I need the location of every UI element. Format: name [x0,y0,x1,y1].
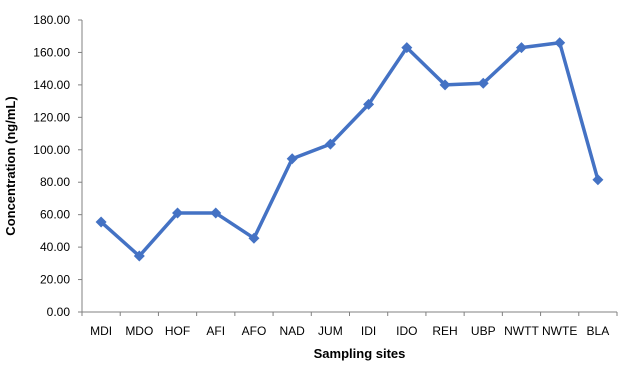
y-tick-label: 20.00 [40,273,70,287]
data-point-marker [324,138,336,150]
y-tick-label: 80.00 [40,175,70,189]
data-point-marker [210,207,222,219]
y-tick-label: 180.00 [33,13,70,27]
x-tick-label: IDI [361,324,376,338]
x-tick-label: AFO [242,324,267,338]
y-tick-labels: 0.00 20.00 40.00 60.00 80.00 100.00 120.00 140.… [33,13,82,319]
data-point-marker [439,79,451,91]
x-tick-label: MDO [125,324,153,338]
x-tick-label: JUM [318,324,343,338]
data-point-marker [477,77,489,89]
x-tick-label: REH [432,324,457,338]
data-point-marker [515,42,527,54]
data-point-marker [133,250,145,262]
x-tick-label: BLA [587,324,610,338]
series-line [99,40,600,258]
data-point-marker [286,153,298,165]
x-tick-label: NWTE [542,324,577,338]
x-tick-label: NWTT [504,324,539,338]
series-plot [95,37,604,262]
x-tick-label: MDI [90,324,112,338]
x-tick-label: UBP [471,324,496,338]
x-tick-labels: MDI MDO HOF AFI AFO NAD JUM IDI IDO REH UBP NWTT NWT… [81,312,618,338]
data-point-marker [363,98,375,110]
data-point-marker [554,37,566,49]
x-tick-label: NAD [280,324,306,338]
x-tick-label: HOF [165,324,190,338]
y-axis-title: Concentration (ng/mL) [3,96,18,235]
x-axis-title: Sampling sites [314,346,406,361]
y-tick-label: 60.00 [40,208,70,222]
x-tick-label: AFI [206,324,225,338]
y-tick-label: 160.00 [33,45,70,59]
data-point-marker [592,174,604,186]
data-point-marker [248,232,260,244]
data-point-marker [95,216,107,228]
y-tick-label: 0.00 [47,305,71,319]
data-point-marker [172,207,184,219]
data-point-marker [401,42,413,54]
y-tick-label: 40.00 [40,240,70,254]
y-tick-label: 100.00 [33,143,70,157]
x-tick-label: IDO [396,324,417,338]
y-tick-label: 120.00 [33,110,70,124]
y-tick-label: 140.00 [33,78,70,92]
